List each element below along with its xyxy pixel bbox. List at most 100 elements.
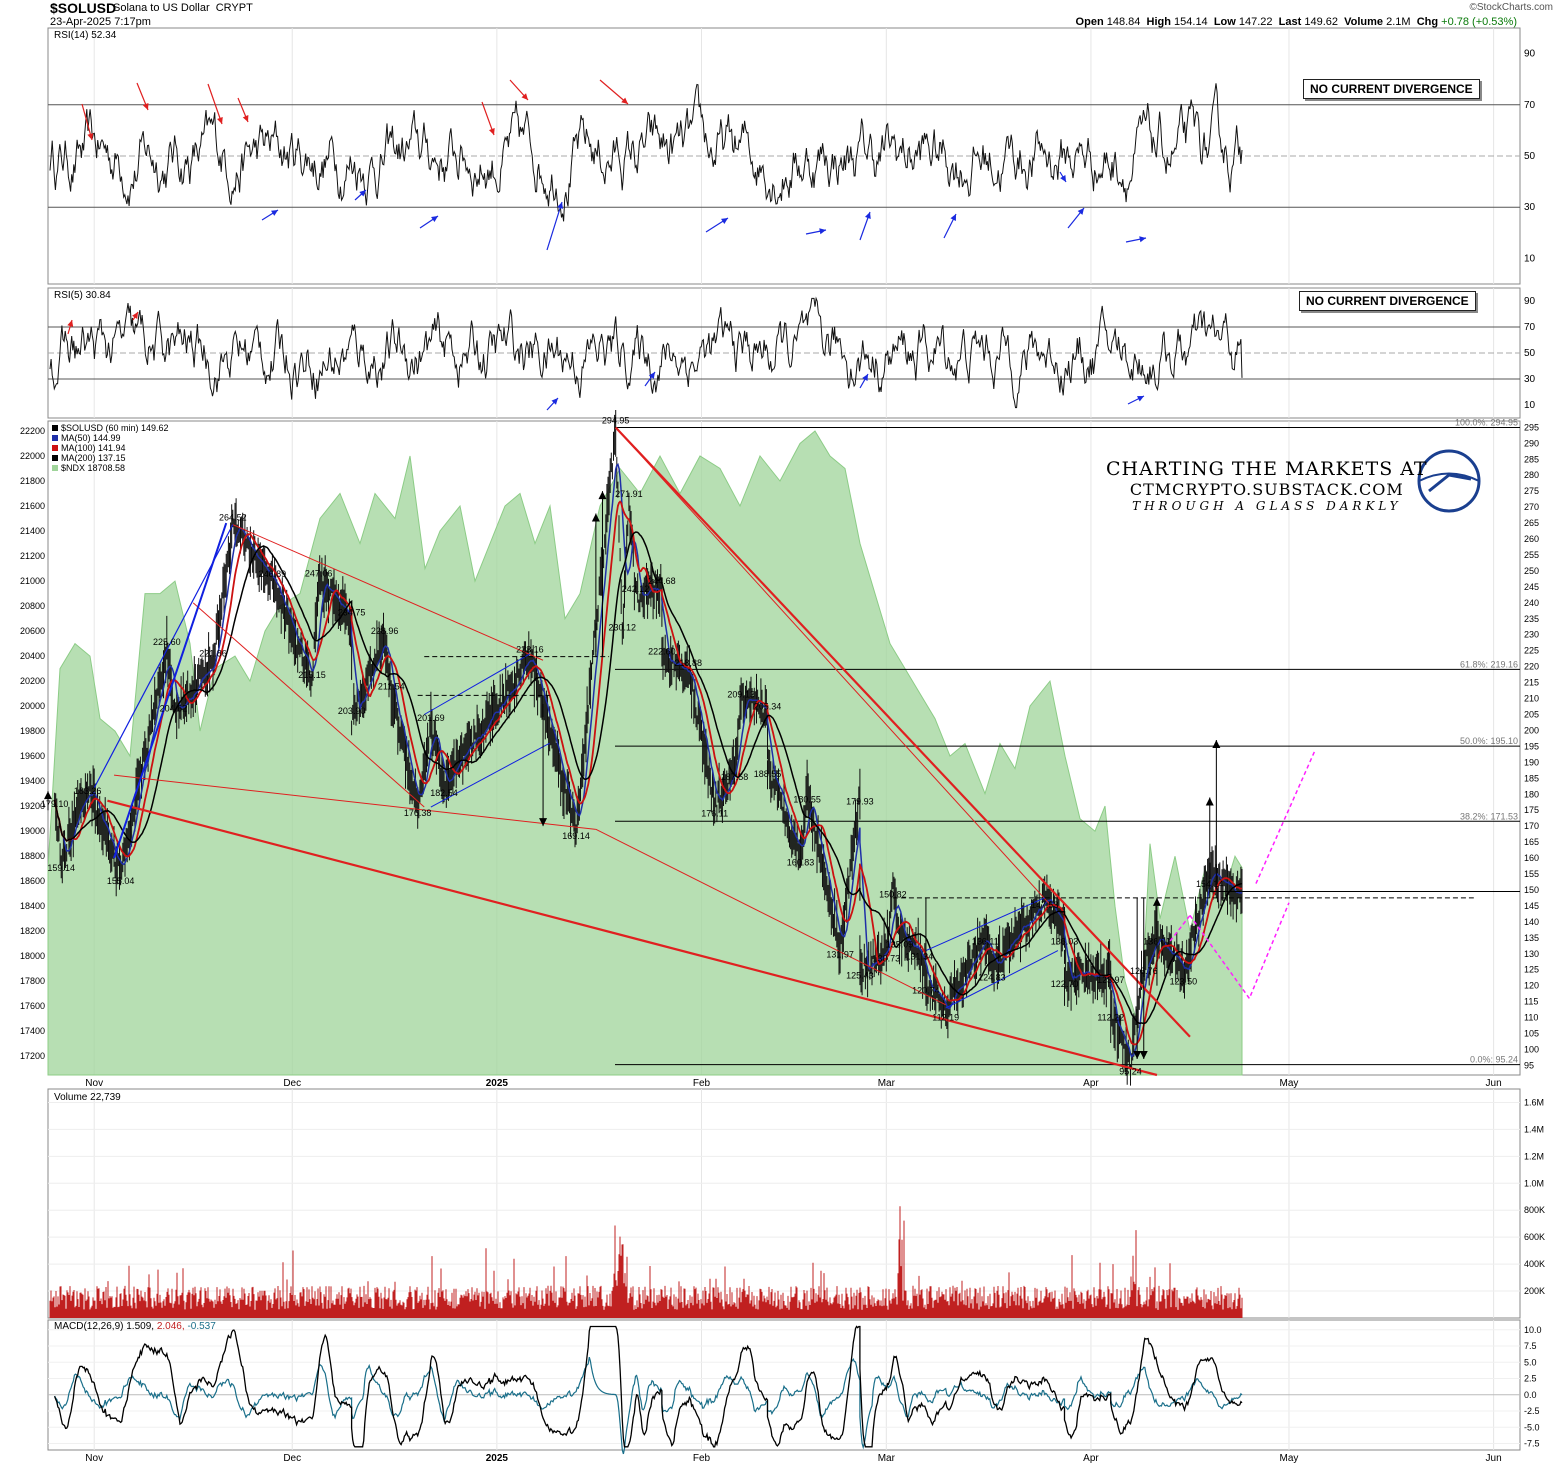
rsi14-bullish-divergence-arrow-head (721, 218, 728, 224)
x-tick-label: Mar (878, 1078, 896, 1089)
last-value: 149.62 (1304, 16, 1338, 28)
price-y-tick: 95 (1524, 1060, 1534, 1070)
macd-y-tick: 2.5 (1524, 1374, 1537, 1384)
high-label: High (1146, 16, 1171, 28)
volume-y-tick: 800K (1524, 1205, 1545, 1215)
macd-histogram-line (54, 1356, 1243, 1455)
price-y-tick: 295 (1524, 422, 1539, 432)
price-y-tick: 155 (1524, 869, 1539, 879)
price-y-tick: 110 (1524, 1013, 1538, 1023)
macd-legend-histogram: -0.537 (187, 1321, 216, 1332)
volume-y-tick: 200K (1524, 1286, 1545, 1296)
projection-path (1255, 749, 1317, 884)
price-y-tick: 180 (1524, 789, 1539, 799)
price-y-tick: 100 (1524, 1044, 1539, 1054)
rsi5-y-tick: 70 (1524, 322, 1536, 333)
macd-y-tick: -2.5 (1524, 1406, 1540, 1416)
pivot-label: 123.97 (1097, 975, 1125, 985)
chg-value: +0.78 (+0.53%) (1441, 16, 1517, 28)
ndx-y-tick: 18800 (20, 851, 45, 861)
brand-line-2: CTMCRYPTO.SUBSTACK.COM (1129, 480, 1404, 499)
rsi14-bullish-divergence-arrow-head (1077, 208, 1084, 215)
globe-icon (1417, 449, 1481, 513)
price-y-tick: 230 (1524, 630, 1539, 640)
x-tick-label: Jun (1486, 1453, 1502, 1464)
price-y-tick: 205 (1524, 710, 1539, 720)
legend-swatch (52, 465, 58, 471)
ndx-y-tick: 18600 (20, 876, 45, 886)
rsi5-bullish-divergence-arrow-head (1137, 396, 1144, 402)
price-y-tick: 255 (1524, 550, 1539, 560)
ndx-y-tick: 21200 (20, 551, 45, 561)
falling-trendline-secondary (615, 427, 1052, 907)
pivot-label: 246.89 (259, 569, 287, 579)
ndx-y-tick: 19600 (20, 751, 45, 761)
source-logo: ©StockCharts.com (1469, 2, 1553, 13)
ndx-y-tick: 22000 (20, 451, 45, 461)
rsi5-bullish-divergence-arrow-head (862, 374, 868, 381)
low-label: Low (1213, 16, 1236, 28)
rsi14-y-tick: 30 (1524, 202, 1536, 213)
price-y-tick: 265 (1524, 518, 1539, 528)
rally-channel-lower (113, 522, 228, 859)
low-value: 147.22 (1238, 16, 1273, 28)
open-label: Open (1075, 16, 1104, 28)
ndx-y-tick: 22200 (20, 426, 45, 436)
price-y-tick: 165 (1524, 837, 1539, 847)
pivot-label: 147.53 (1031, 900, 1059, 910)
pivot-label: 209.13 (727, 689, 755, 699)
brand-watermark: CHARTING THE MARKETS AT CTMCRYPTO.SUBSTA… (1106, 458, 1428, 513)
ndx-y-tick: 17600 (20, 1001, 45, 1011)
price-y-tick: 240 (1524, 598, 1539, 608)
pivot-label: 154.14 (1196, 879, 1224, 889)
x-tick-label: 2025 (486, 1078, 509, 1089)
price-y-tick: 245 (1524, 582, 1539, 592)
pivot-label: 225.60 (153, 637, 181, 647)
rsi5-y-tick: 50 (1524, 348, 1536, 359)
legend-swatch (52, 445, 58, 451)
pivot-label: 159.14 (47, 863, 75, 873)
pivot-label: 201.69 (417, 713, 445, 723)
pivot-label: 136.01 (1143, 937, 1171, 947)
rsi14-y-tick: 10 (1524, 253, 1536, 264)
price-y-tick: 285 (1524, 454, 1539, 464)
high-value: 154.14 (1174, 16, 1208, 28)
pivot-label: 182.54 (430, 788, 458, 798)
macd-y-tick: 0.0 (1524, 1390, 1537, 1400)
price-y-tick: 115 (1524, 997, 1538, 1007)
pivot-label: 271.91 (615, 489, 643, 499)
price-legend-entry: MA(100) 141.94 (61, 443, 126, 453)
price-y-tick: 250 (1524, 566, 1539, 576)
pivot-label: 136.11 (972, 936, 999, 946)
pivot-label: 247.06 (305, 568, 333, 578)
brand-line-3: THROUGH A GLASS DARKLY (1132, 499, 1402, 513)
pivot-label: 180.55 (793, 795, 821, 805)
main-falling-trendline (614, 426, 1191, 1038)
pivot-label: 221.86 (199, 649, 227, 659)
macd-legend-value: 1.509, (126, 1321, 157, 1332)
pivot-label: 130.73 (873, 953, 901, 963)
pivot-label: 183.26 (74, 786, 102, 796)
macd-legend-name: MACD(12,26,9) (54, 1321, 126, 1332)
fib-level-label: 0.0%: 95.24 (1470, 1055, 1518, 1065)
price-y-tick: 175 (1524, 805, 1539, 815)
projection-path (1189, 902, 1290, 1000)
pivot-label: 187.58 (721, 772, 749, 782)
ndx-y-tick: 20600 (20, 626, 45, 636)
panel-frame-vol (47, 1088, 1521, 1319)
legend-swatch (52, 455, 58, 461)
ndx-y-tick: 18200 (20, 926, 45, 936)
ndx-y-tick: 20400 (20, 651, 45, 661)
pivot-label: 222.60 (648, 646, 676, 656)
pivot-label: 126.76 (1130, 966, 1158, 976)
flag-channel-lower (430, 742, 550, 808)
rsi14-bullish-divergence-arrow-head (819, 228, 826, 235)
rsi5-y-tick: 90 (1524, 296, 1536, 307)
pivot-label: 112.19 (932, 1013, 959, 1023)
price-y-tick: 280 (1524, 470, 1539, 480)
price-legend-entry: $NDX 18708.58 (61, 463, 125, 473)
pattern-target-arrow-head (1152, 897, 1161, 906)
rsi14-bullish-divergence-arrow-head (1139, 236, 1146, 243)
price-y-tick: 170 (1524, 821, 1539, 831)
macd-y-tick: -7.5 (1524, 1439, 1540, 1449)
